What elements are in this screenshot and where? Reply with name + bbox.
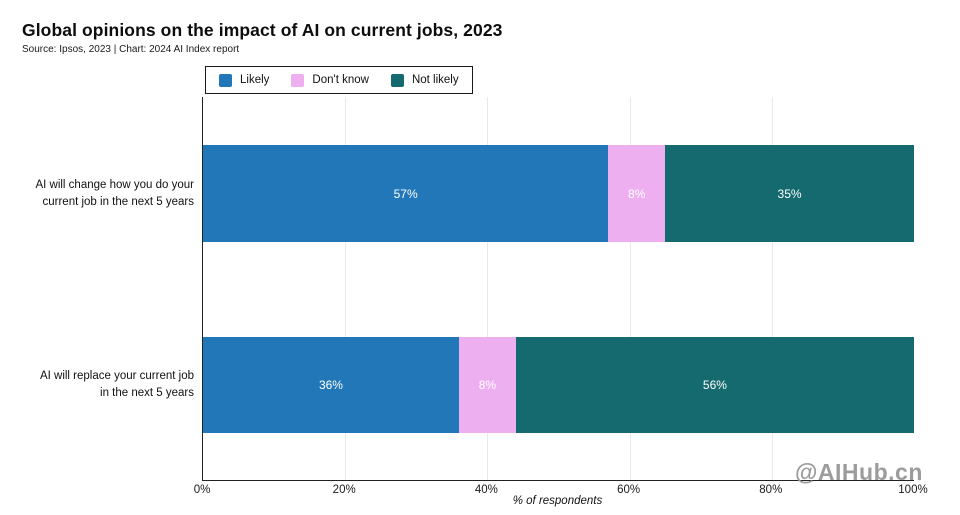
bar-value-label: 8% <box>478 378 497 392</box>
bar-segment-likely: 57% <box>203 145 609 242</box>
bar-segment-not-likely: 56% <box>515 337 914 433</box>
bar-segment-don-t-know: 8% <box>608 145 666 242</box>
gridline-20 <box>345 97 347 480</box>
y-category-label-2: AI will replace your current job in the … <box>39 369 194 399</box>
legend-label: Likely <box>240 74 270 86</box>
bar-segment-not-likely: 35% <box>665 145 914 242</box>
legend: Likely Don't know Not likely <box>205 66 473 94</box>
x-tick-60: 60% <box>617 484 641 496</box>
legend-swatch <box>390 73 404 87</box>
legend-item-don-t-know: Don't know <box>291 73 369 87</box>
x-tick-0: 0% <box>193 484 211 496</box>
bar-row-2: 36% 8% 56% <box>203 337 914 433</box>
x-tick-80: 80% <box>759 484 783 496</box>
watermark: @AIHub.cn <box>795 459 923 485</box>
x-axis-ticks: 0% 20% 40% 60% 80% 100% <box>194 484 928 498</box>
bar-value-label: 8% <box>628 186 646 201</box>
x-tick-40: 40% <box>474 484 498 496</box>
y-category-label-1: AI will change how you do your current j… <box>35 178 194 208</box>
chart-subtitle: Source: Ipsos, 2023 | Chart: 2024 AI Ind… <box>22 44 240 55</box>
legend-swatch <box>291 73 305 87</box>
x-tick-100: 100% <box>898 484 928 496</box>
bar-segment-likely: 36% <box>203 337 459 433</box>
bar-value-label: 36% <box>318 378 343 392</box>
bar-value-label: 35% <box>777 186 802 201</box>
bar-row-1: 57% 8% 35% <box>203 145 914 242</box>
legend-swatch <box>219 73 232 87</box>
chart-title: Global opinions on the impact of AI on c… <box>22 20 503 40</box>
bar-segment-don-t-know: 8% <box>458 337 516 433</box>
bar-value-label: 56% <box>702 378 727 392</box>
legend-item-likely: Likely <box>219 73 270 87</box>
gridline-80 <box>771 97 773 480</box>
legend-item-not-likely: Not likely <box>390 73 459 87</box>
x-tick-20: 20% <box>332 484 356 496</box>
gridline-60 <box>629 97 631 480</box>
plot-area: 57% 8% 35% 36% 8% 56% <box>202 97 914 481</box>
bar-value-label: 57% <box>393 186 418 201</box>
gridline-40 <box>487 97 489 480</box>
legend-label: Not likely <box>411 74 459 86</box>
legend-label: Don't know <box>312 74 369 86</box>
x-axis-title: % of respondents <box>512 495 603 507</box>
